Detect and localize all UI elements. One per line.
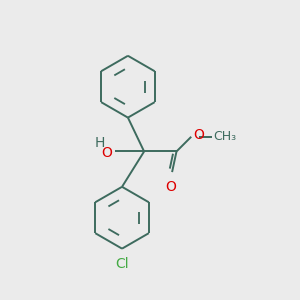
Text: H: H [95,136,105,150]
Text: O: O [165,180,176,194]
Text: O: O [194,128,205,142]
Text: O: O [101,146,112,160]
Text: CH₃: CH₃ [213,130,236,143]
Text: Cl: Cl [115,257,129,271]
